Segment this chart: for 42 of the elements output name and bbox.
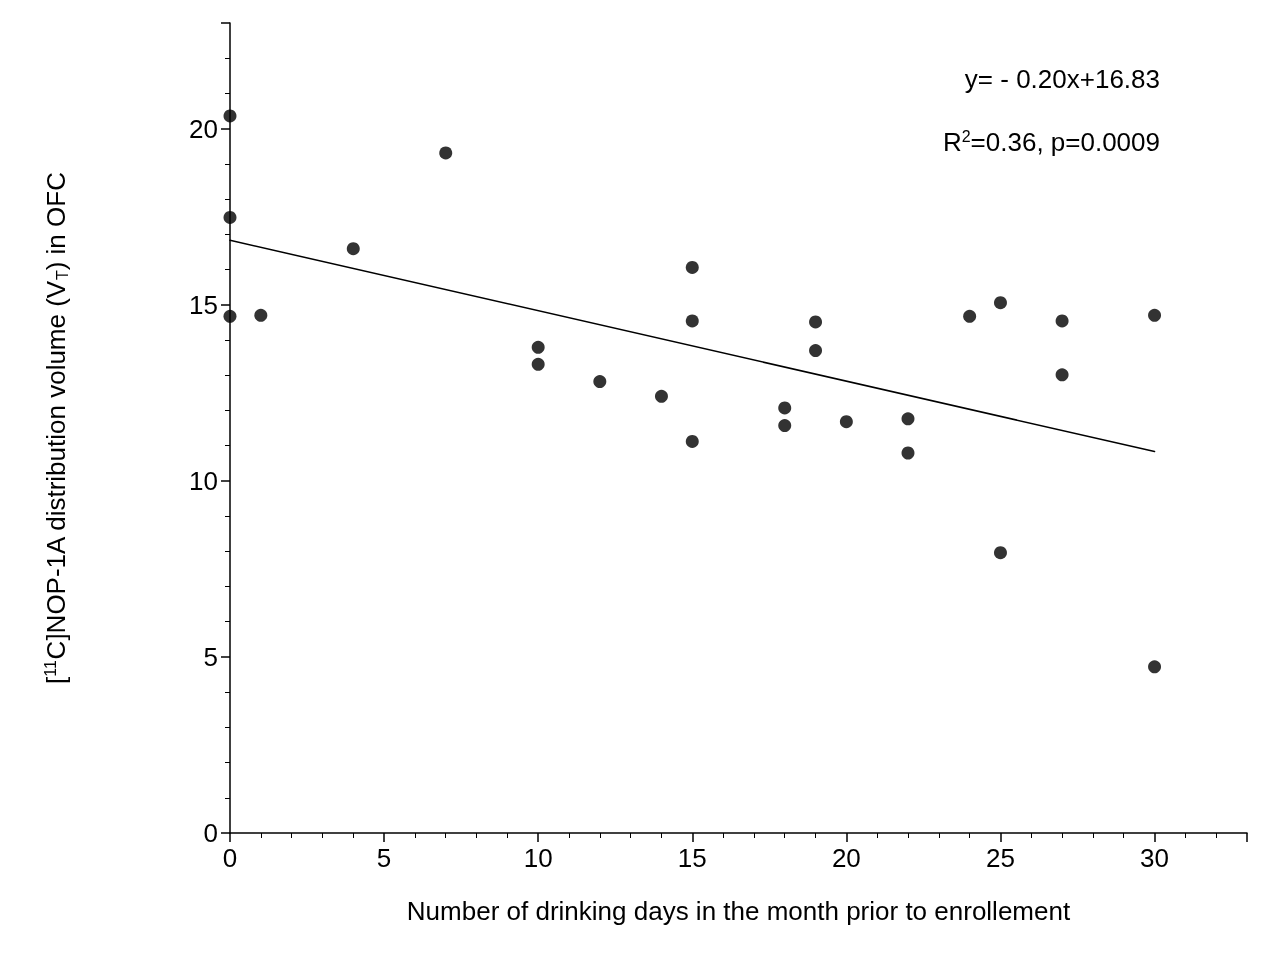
point [346,242,360,256]
point [531,340,545,354]
point [839,415,853,429]
point [254,308,268,322]
y-tick-label: 10 [189,465,218,496]
x-tick-label: 0 [222,843,238,873]
point [901,412,915,426]
y-tick-label: 0 [203,818,218,848]
point [223,210,237,224]
point [778,401,792,415]
point [809,344,823,358]
point [1148,660,1162,674]
point [685,434,699,448]
x-tick-label: 30 [1140,843,1170,873]
y-tick-label: 5 [203,641,218,672]
point [993,546,1007,560]
point [223,109,237,123]
annotation: y= - 0.20x+16.83 [964,64,1160,94]
point [993,296,1007,310]
x-tick-label: 20 [831,843,861,873]
x-tick-label: 5 [376,843,392,873]
point [1148,308,1162,322]
x-tick-label: 15 [677,843,707,873]
point [1055,314,1069,328]
point [654,389,668,403]
point [685,260,699,274]
y-tick-label: 20 [189,113,218,144]
x-tick-label: 10 [523,843,553,873]
point [901,446,915,460]
x-tick-label: 25 [985,843,1015,873]
point [439,146,453,160]
point [809,315,823,329]
point [223,309,237,323]
point [531,357,545,371]
point [593,375,607,389]
point [963,309,977,323]
point [1055,368,1069,382]
y-axis-title: [11C]NOP-1A distribution volume (VT) in OFC [41,172,71,684]
x-axis-title: Number of drinking days in the month prior to enrollement [406,896,1071,926]
point [685,314,699,328]
point [778,419,792,433]
y-tick-label: 15 [189,289,218,320]
